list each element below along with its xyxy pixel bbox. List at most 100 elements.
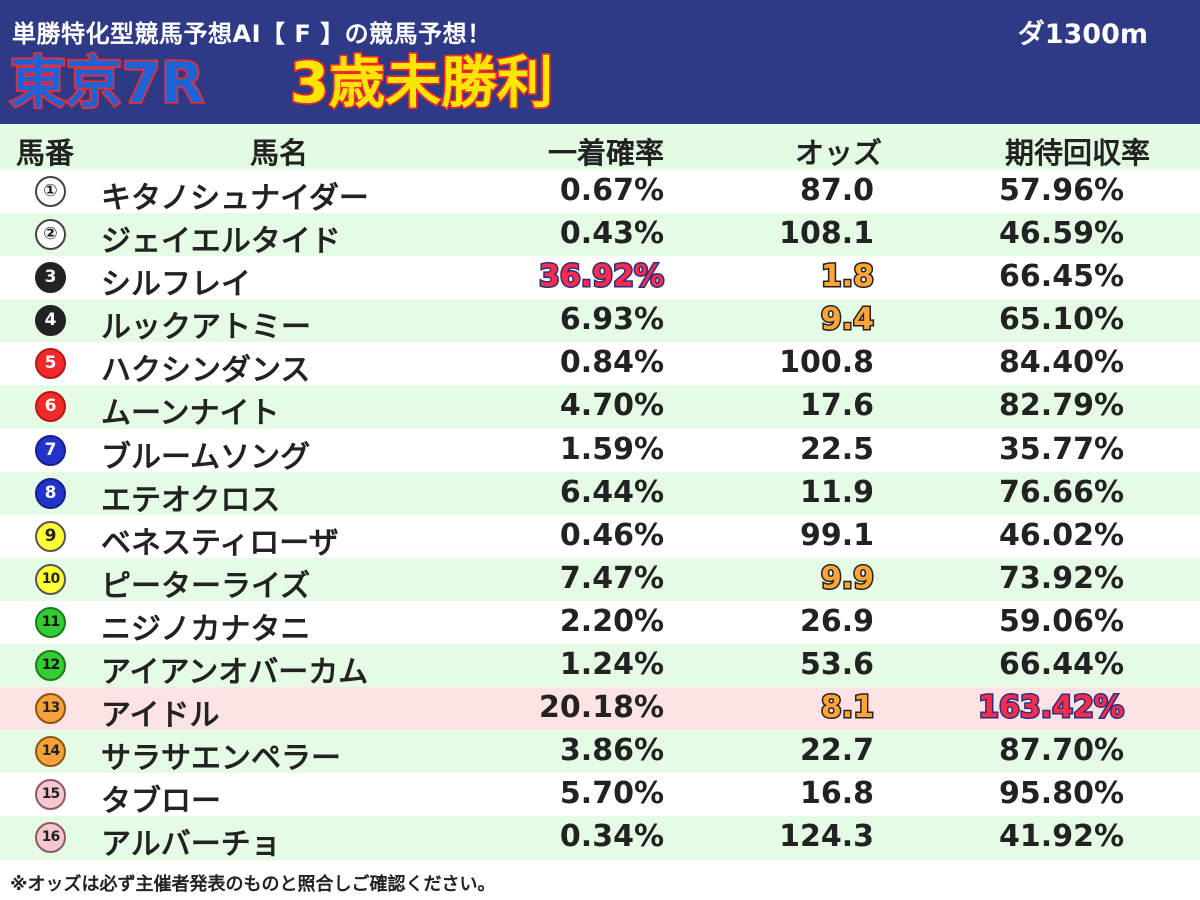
- win-probability: 3.86%: [559, 733, 664, 769]
- expected-return: 46.59%: [999, 216, 1124, 252]
- odds: 99.1: [799, 517, 874, 553]
- horse-name: ハクシンダンス: [101, 353, 311, 389]
- horse-number-badge: 15: [35, 779, 66, 811]
- horse-name: ルックアトミー: [101, 310, 311, 346]
- expected-return: 163.42%: [977, 689, 1126, 727]
- win-probability: 6.93%: [559, 302, 664, 338]
- odds: 17.6: [799, 388, 874, 424]
- win-probability: 0.67%: [559, 173, 664, 208]
- odds: 53.6: [799, 647, 874, 683]
- horse-number-badge: ②: [35, 219, 66, 251]
- odds: 22.5: [799, 431, 874, 467]
- horse-name: タブロー: [101, 784, 221, 820]
- odds-disclaimer: ※オッズは必ず主催者発表のものと照合しご確認ください。: [10, 874, 496, 895]
- horse-table: ① キタノシュナイダー 0.67% 87.0 57.96% ② ジェイエルタイド…: [0, 170, 1200, 862]
- table-row: 4 ルックアトミー 6.93% 9.4 65.10%: [0, 299, 1200, 345]
- table-row: 12 アイアンオバーカム 1.24% 53.6 66.44%: [0, 644, 1200, 690]
- win-probability: 0.43%: [559, 216, 664, 252]
- expected-return: 66.44%: [999, 647, 1124, 683]
- odds: 87.0: [799, 173, 874, 208]
- horse-name: ムーンナイト: [101, 396, 280, 432]
- column-win-prob: 一着確率: [547, 136, 664, 170]
- expected-return: 41.92%: [999, 819, 1124, 855]
- horse-number-badge: 3: [35, 262, 66, 294]
- odds: 108.1: [779, 216, 874, 252]
- table-row: 8 エテオクロス 6.44% 11.9 76.66%: [0, 471, 1200, 518]
- expected-return: 95.80%: [999, 776, 1124, 812]
- expected-return: 57.96%: [999, 173, 1124, 208]
- odds: 16.8: [799, 776, 874, 812]
- horse-number-badge: ①: [35, 176, 66, 207]
- horse-number-badge: 7: [35, 434, 66, 466]
- horse-name: アイアンオバーカム: [101, 655, 369, 691]
- odds: 11.9: [799, 474, 874, 510]
- horse-number-badge: 9: [35, 520, 66, 552]
- table-row: 3 シルフレイ 36.92% 1.8 66.45%: [0, 256, 1200, 302]
- horse-name: ブルームソング: [101, 439, 311, 475]
- win-probability: 1.59%: [559, 431, 664, 467]
- expected-return: 46.02%: [999, 517, 1124, 553]
- odds: 9.4: [819, 301, 875, 339]
- win-probability: 0.34%: [559, 819, 664, 855]
- column-odds: オッズ: [794, 136, 882, 170]
- win-probability: 6.44%: [559, 474, 664, 510]
- horse-name: シルフレイ: [101, 267, 251, 303]
- table-row: 11 ニジノカナタニ 2.20% 26.9 59.06%: [0, 600, 1200, 647]
- win-probability: 5.70%: [559, 776, 664, 812]
- table-row: ① キタノシュナイダー 0.67% 87.0 57.96%: [0, 170, 1200, 216]
- win-probability: 0.46%: [559, 517, 664, 553]
- odds: 124.3: [779, 819, 874, 855]
- table-row: 9 ベネスティローザ 0.46% 99.1 46.02%: [0, 514, 1200, 561]
- race-course: 東京7R: [8, 50, 205, 118]
- horse-name: サラサエンペラー: [101, 741, 341, 777]
- odds: 1.8: [819, 258, 875, 296]
- table-row: ② ジェイエルタイド 0.43% 108.1 46.59%: [0, 213, 1200, 259]
- win-probability: 36.92%: [538, 258, 666, 296]
- horse-number-badge: 14: [35, 736, 66, 768]
- table-row: 16 アルバーチョ 0.34% 124.3 41.92%: [0, 816, 1200, 862]
- page-subtitle: 単勝特化型競馬予想AI【 F 】の競馬予想！: [12, 20, 492, 48]
- race-distance: ダ1300m: [1017, 19, 1148, 50]
- odds: 100.8: [779, 345, 874, 381]
- horse-number-badge: 16: [35, 822, 66, 854]
- horse-number-badge: 10: [35, 563, 66, 595]
- win-probability: 1.24%: [559, 647, 664, 683]
- horse-number-badge: 6: [35, 391, 66, 423]
- horse-name: ベネスティローザ: [101, 525, 339, 561]
- horse-number-badge: 13: [35, 693, 66, 725]
- horse-number-badge: 5: [35, 348, 66, 380]
- win-probability: 20.18%: [539, 690, 664, 726]
- header-banner: 単勝特化型競馬予想AI【 F 】の競馬予想！ ダ1300m 東京7R 3歳未勝利: [0, 0, 1200, 124]
- expected-return: 87.70%: [999, 733, 1124, 769]
- table-row: 15 タブロー 5.70% 16.8 95.80%: [0, 773, 1200, 819]
- race-class: 3歳未勝利: [289, 50, 555, 118]
- horse-name: キタノシュナイダー: [101, 181, 369, 216]
- expected-return: 76.66%: [999, 474, 1124, 510]
- expected-return: 59.06%: [999, 603, 1124, 639]
- expected-return: 65.10%: [999, 302, 1124, 338]
- win-probability: 2.20%: [559, 603, 664, 639]
- table-row: 7 ブルームソング 1.59% 22.5 35.77%: [0, 428, 1200, 475]
- horse-name: アイドル: [101, 698, 220, 734]
- win-probability: 7.47%: [559, 560, 664, 596]
- win-probability: 4.70%: [559, 388, 664, 424]
- horse-name: アルバーチョ: [101, 827, 281, 863]
- column-expected-return: 期待回収率: [1004, 136, 1150, 170]
- column-name: 馬名: [250, 136, 309, 170]
- table-row: 10 ピーターライズ 7.47% 9.9 73.92%: [0, 557, 1200, 604]
- table-row: 5 ハクシンダンス 0.84% 100.8 84.40%: [0, 342, 1200, 388]
- expected-return: 35.77%: [999, 431, 1124, 467]
- column-number: 馬番: [16, 136, 75, 170]
- odds: 26.9: [799, 603, 874, 639]
- horse-number-badge: 12: [35, 650, 66, 682]
- expected-return: 84.40%: [999, 345, 1124, 381]
- horse-number-badge: 8: [35, 477, 66, 509]
- win-probability: 0.84%: [559, 345, 664, 381]
- expected-return: 66.45%: [999, 259, 1124, 295]
- horse-name: エテオクロス: [101, 482, 281, 518]
- table-row: 6 ムーンナイト 4.70% 17.6 82.79%: [0, 385, 1200, 431]
- odds: 22.7: [799, 733, 874, 769]
- table-header: 馬番 馬名 一着確率 オッズ 期待回収率: [0, 124, 1200, 170]
- table-row: 14 サラサエンペラー 3.86% 22.7 87.70%: [0, 730, 1200, 776]
- horse-name: ピーターライズ: [101, 568, 311, 604]
